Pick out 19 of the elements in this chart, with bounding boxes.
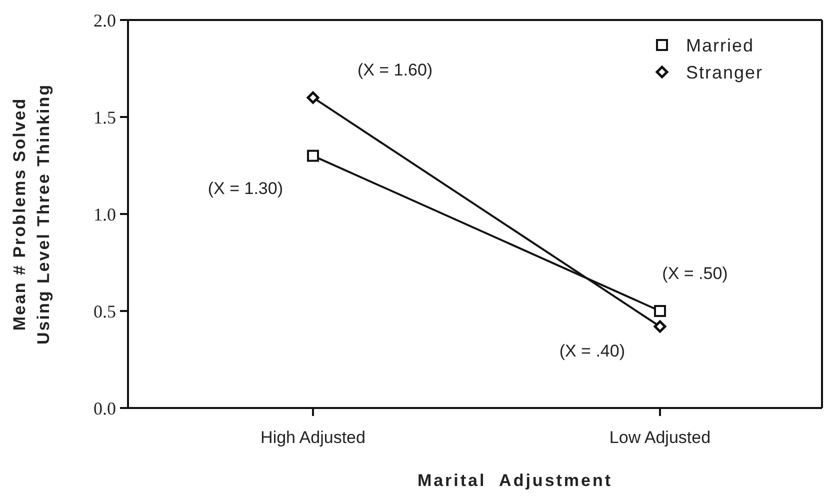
- y-tick-label: 0.5: [94, 301, 116, 322]
- legend-label: Married: [686, 35, 754, 56]
- point: [306, 91, 320, 104]
- x-tick-label: Low Adjusted: [609, 428, 711, 447]
- annotation: (X = .50): [662, 264, 728, 283]
- y-tick-label: 2.0: [94, 10, 116, 30]
- annotation: (X = 1.30): [208, 178, 283, 198]
- annotation: (X = .40): [559, 342, 625, 361]
- y-axis-title: Mean # Problems Solved Using Level Three Thinking: [10, 84, 53, 344]
- point: [654, 305, 666, 317]
- annotation: (X = 1.60): [357, 60, 433, 80]
- x-axis-title: Marital Adjustment: [417, 471, 613, 490]
- point: [307, 150, 319, 162]
- y-tick-label: 1.5: [94, 107, 116, 128]
- x-tick-label: High Adjusted: [260, 428, 366, 447]
- legend-label: Stranger: [686, 62, 764, 82]
- y-tick-label: 1.0: [94, 204, 116, 224]
- y-tick-label: 0.0: [94, 398, 116, 418]
- point: [654, 320, 666, 333]
